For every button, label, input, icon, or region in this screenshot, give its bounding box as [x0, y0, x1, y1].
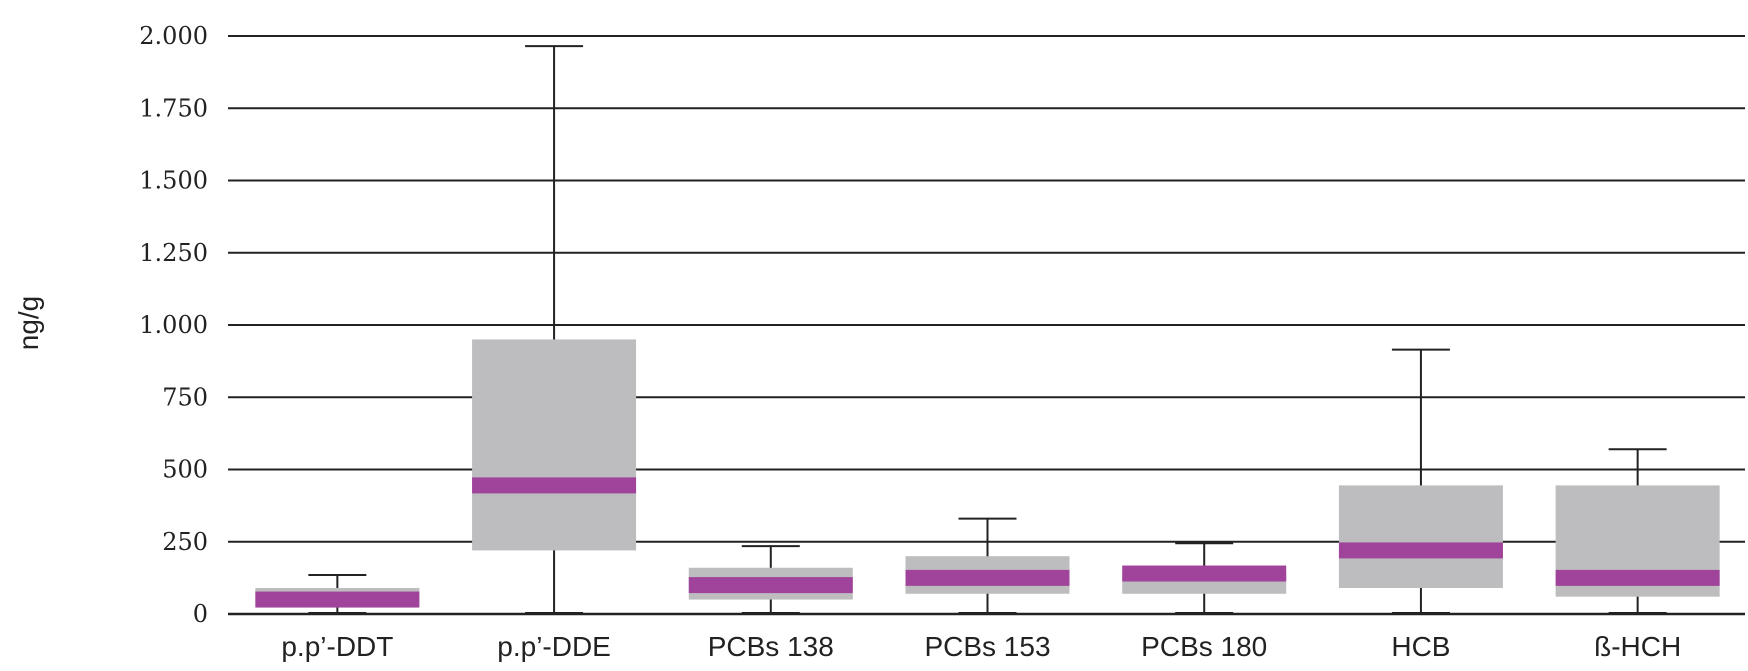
median-band	[1338, 542, 1503, 559]
y-tick-label: 750	[162, 383, 208, 411]
y-tick-label: 250	[162, 528, 208, 556]
x-category-label: PCBs 153	[924, 631, 1050, 662]
box-iqr	[1338, 485, 1503, 588]
boxes	[255, 45, 1720, 616]
median-band	[905, 569, 1070, 586]
box-0	[255, 573, 420, 616]
box-3	[905, 517, 1070, 616]
box-6	[1555, 448, 1720, 616]
median-band	[1555, 569, 1720, 586]
x-axis-labels: p.p’-DDT p.p’-DDE PCBs 138 PCBs 153 PCBs 180…	[281, 631, 1681, 662]
box-1	[472, 45, 637, 616]
x-category-label: ß-HCH	[1594, 631, 1681, 662]
y-tick-label: 500	[162, 456, 208, 484]
box-2	[688, 545, 853, 616]
x-category-label: HCB	[1391, 631, 1450, 662]
y-tick-label: 1.000	[139, 311, 208, 339]
x-category-label: p.p’-DDT	[281, 631, 393, 662]
x-category-label: p.p’-DDE	[497, 631, 611, 662]
y-axis-ticks: 0 250 500 750 1.000 1.250 1.500 1.750 2.000	[139, 22, 208, 628]
box-iqr	[472, 339, 637, 551]
median-band	[688, 577, 853, 594]
y-tick-label: 1.250	[139, 239, 208, 267]
median-band	[1122, 565, 1287, 582]
median-band	[255, 591, 420, 608]
median-band	[472, 477, 637, 494]
box-5	[1338, 348, 1503, 616]
x-category-label: PCBs 138	[708, 631, 834, 662]
y-tick-label: 0	[193, 600, 208, 628]
y-axis-title: ng/g	[13, 296, 44, 351]
y-tick-label: 2.000	[139, 22, 208, 50]
y-tick-label: 1.750	[139, 94, 208, 122]
y-tick-label: 1.500	[139, 167, 208, 195]
box-4	[1122, 542, 1287, 616]
x-category-label: PCBs 180	[1141, 631, 1267, 662]
